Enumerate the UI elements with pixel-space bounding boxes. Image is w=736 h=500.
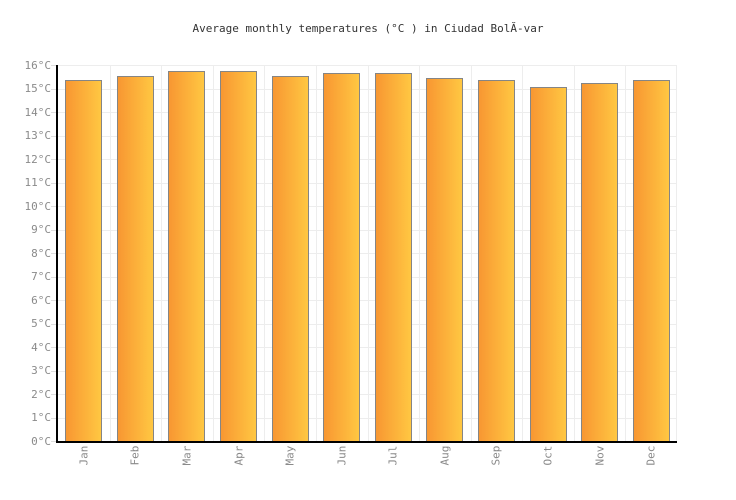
gridline-vertical bbox=[109, 65, 111, 441]
y-axis-tick-label: 1°C bbox=[31, 411, 51, 424]
y-axis-tick-label: 14°C bbox=[24, 105, 52, 119]
y-axis-tick bbox=[51, 182, 56, 184]
y-axis-tick bbox=[51, 441, 56, 442]
y-axis-tick bbox=[51, 229, 56, 231]
y-axis-tick-label: 16°C bbox=[24, 58, 52, 72]
y-axis-tick bbox=[51, 253, 56, 254]
temperature-bar-feb bbox=[116, 76, 154, 441]
y-axis-tick bbox=[51, 88, 56, 90]
gridline-vertical bbox=[573, 65, 575, 441]
y-axis-tick-label: 2°C bbox=[31, 387, 51, 401]
temperature-bar-nov bbox=[581, 83, 619, 441]
y-axis-tick bbox=[51, 417, 56, 419]
y-axis-tick bbox=[51, 135, 56, 137]
gridline-vertical bbox=[419, 65, 421, 441]
y-axis-tick-label: 5°C bbox=[31, 317, 51, 330]
plot-area bbox=[51, 65, 677, 442]
y-axis-tick-label: 3°C bbox=[31, 364, 51, 377]
y-axis-tick bbox=[51, 276, 56, 278]
y-axis-tick-label: 11°C bbox=[24, 176, 52, 189]
y-axis-tick-label: 8°C bbox=[31, 246, 51, 260]
gridline-vertical bbox=[625, 65, 627, 441]
gridline-vertical bbox=[315, 65, 317, 441]
gridline-vertical bbox=[264, 65, 266, 441]
y-axis-tick-label: 12°C bbox=[24, 152, 52, 166]
temperature-bar-may bbox=[271, 76, 309, 441]
x-axis-month-label-apr: Apr bbox=[232, 445, 246, 466]
y-axis-tick-label: 13°C bbox=[24, 129, 52, 142]
y-axis-tick bbox=[51, 112, 56, 113]
y-axis-tick-label: 6°C bbox=[31, 293, 51, 307]
x-axis-month-label-jul: Jul bbox=[386, 445, 400, 466]
x-axis-month-label-feb: Feb bbox=[128, 445, 142, 466]
temperature-bar-mar bbox=[168, 71, 206, 441]
gridline-vertical bbox=[522, 65, 524, 441]
temperature-bar-jan bbox=[65, 80, 103, 441]
temperature-bar-aug bbox=[426, 78, 464, 441]
y-axis-tick bbox=[51, 323, 56, 325]
x-axis-line bbox=[56, 441, 677, 443]
y-axis-tick-label: 10°C bbox=[24, 199, 52, 213]
x-axis-month-label-aug: Aug bbox=[438, 445, 452, 466]
y-axis-tick bbox=[51, 394, 56, 395]
x-axis-month-label-nov: Nov bbox=[593, 445, 607, 466]
x-axis-month-label-sep: Sep bbox=[489, 445, 503, 466]
x-axis-month-label-dec: Dec bbox=[644, 445, 658, 466]
y-axis-tick bbox=[51, 65, 56, 66]
temperature-bar-jul bbox=[374, 73, 412, 441]
gridline-vertical bbox=[470, 65, 472, 441]
y-axis-tick bbox=[51, 206, 56, 207]
y-axis-tick-label: 0°C bbox=[31, 434, 51, 448]
y-axis-tick bbox=[51, 300, 56, 301]
y-axis-tick-label: 7°C bbox=[31, 270, 51, 283]
chart-title: Average monthly temperatures (°C ) in Ci… bbox=[192, 22, 544, 35]
y-axis-tick bbox=[51, 159, 56, 160]
y-axis-tick bbox=[51, 347, 56, 348]
x-axis-month-label-jun: Jun bbox=[335, 445, 349, 466]
x-axis-month-label-jan: Jan bbox=[77, 445, 91, 466]
gridline-vertical bbox=[161, 65, 163, 441]
temperature-bar-oct bbox=[529, 87, 567, 441]
plot-right-border bbox=[676, 65, 677, 441]
y-axis-tick-label: 4°C bbox=[31, 340, 51, 354]
x-axis-month-label-mar: Mar bbox=[180, 445, 194, 466]
gridline-vertical bbox=[367, 65, 369, 441]
y-axis-tick-label: 15°C bbox=[24, 82, 52, 95]
y-axis-tick-label: 9°C bbox=[31, 223, 51, 236]
x-axis-month-label-may: May bbox=[283, 445, 297, 466]
y-axis-line bbox=[56, 65, 58, 443]
x-axis-month-label-oct: Oct bbox=[541, 445, 555, 466]
temperature-bar-dec bbox=[632, 80, 670, 441]
gridline-vertical bbox=[212, 65, 214, 441]
temperature-bar-jun bbox=[323, 73, 361, 441]
temperature-bar-apr bbox=[220, 71, 258, 441]
y-axis-tick bbox=[51, 370, 56, 372]
temperature-bar-sep bbox=[477, 80, 515, 441]
